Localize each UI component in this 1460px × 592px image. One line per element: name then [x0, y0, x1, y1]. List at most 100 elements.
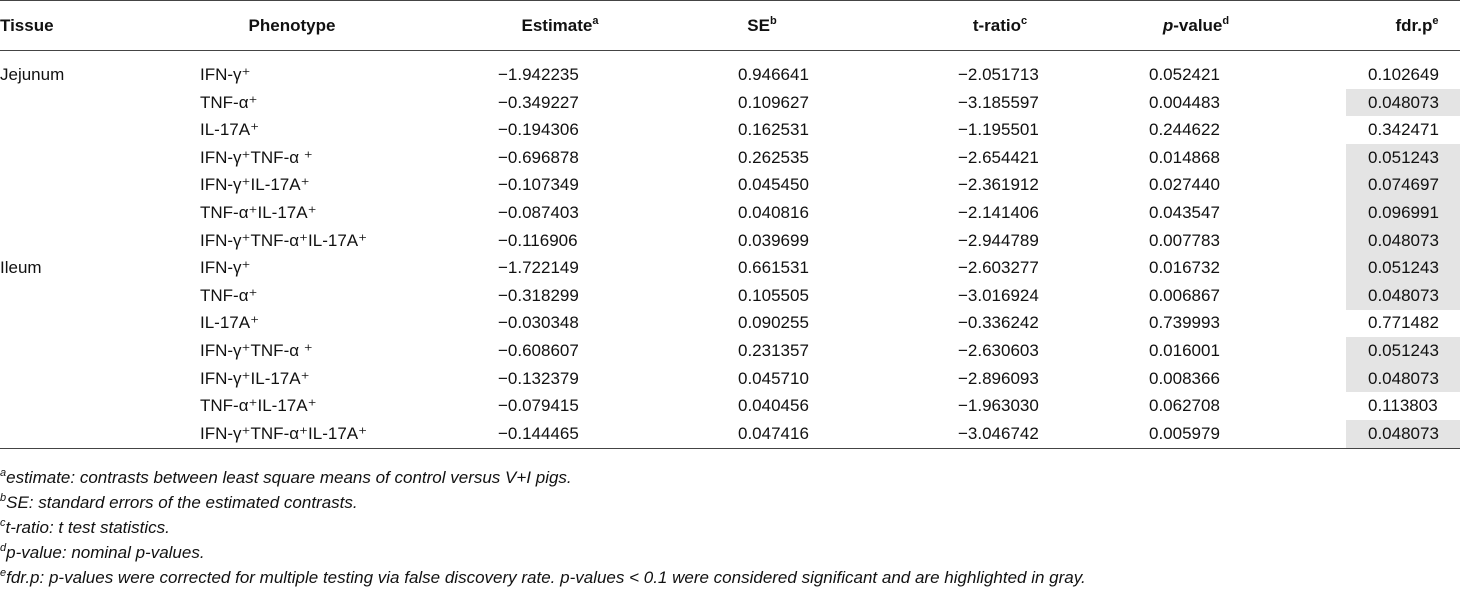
footnote-text: fdr.p: p-values were corrected for multi… — [6, 568, 1086, 587]
table-cell: 0.342471 — [1368, 120, 1439, 140]
table-cell: −2.051713 — [958, 65, 1039, 84]
highlight-cell — [1346, 171, 1460, 200]
table-cell: 0.162531 — [738, 120, 809, 140]
header-rule — [0, 50, 1460, 51]
table-cell: −0.107349 — [498, 175, 579, 195]
column-header: Tissue — [0, 16, 54, 36]
table-cell: −0.116906 — [498, 230, 578, 250]
footnote-mark: c — [0, 517, 6, 529]
table-cell: 0.005979 — [1149, 423, 1220, 443]
table-cell: 0.048073 — [1368, 92, 1439, 112]
table-cell: −2.944789 — [958, 230, 1039, 250]
bottom-rule — [0, 448, 1460, 449]
highlight-cell — [1346, 254, 1460, 282]
table-cell: 0.016732 — [1149, 258, 1220, 278]
footnote-mark: e — [1432, 15, 1439, 27]
table-cell: 0.102649 — [1368, 65, 1439, 84]
table-cell: −3.016924 — [958, 285, 1039, 305]
footnote-mark: b — [769, 15, 777, 27]
table-cell: −0.030348 — [498, 313, 579, 333]
table-cell: 0.113803 — [1368, 396, 1438, 416]
footnote-mark: d — [0, 542, 7, 554]
tissue-label: Ileum — [0, 258, 42, 278]
footnote-mark: b — [0, 492, 7, 504]
tissue-label: Jejunum — [0, 65, 65, 84]
table-cell: 0.040456 — [738, 396, 809, 416]
table-cell: 0.051243 — [1368, 341, 1439, 360]
table-cell: −0.349227 — [498, 92, 579, 112]
table-cell: −0.144465 — [498, 423, 579, 443]
highlight-cell — [1346, 282, 1460, 310]
footnote-mark: a — [592, 15, 599, 27]
footnote: aestimate: contrasts between least squar… — [0, 468, 572, 488]
column-header: SEb — [747, 16, 776, 36]
column-header: fdr.pe — [1396, 16, 1439, 36]
footnote-text: t-ratio: t test statistics. — [5, 518, 170, 537]
table-cell: −0.696878 — [498, 147, 579, 167]
footnote: efdr.p: p-values were corrected for mult… — [0, 568, 1086, 588]
table-cell: 0.661531 — [738, 258, 809, 278]
highlight-cell — [1346, 199, 1460, 227]
footnote: bSE: standard errors of the estimated co… — [0, 493, 358, 513]
table-cell: IFN-γ⁺IL-17A⁺ — [200, 175, 310, 195]
table-cell: TNF-α⁺IL-17A⁺ — [200, 396, 317, 416]
table-cell: 0.048073 — [1368, 368, 1439, 388]
footnote-text: p-value: nominal p-values. — [6, 543, 205, 562]
table-cell: −0.318299 — [498, 285, 579, 305]
table-cell: 0.039699 — [738, 230, 809, 250]
column-header: Phenotype — [249, 16, 336, 36]
table-cell: 0.048073 — [1368, 423, 1439, 443]
table-cell: 0.105505 — [738, 285, 809, 305]
table-cell: −1.722149 — [498, 258, 579, 278]
table-cell: −2.630603 — [958, 341, 1039, 360]
footnote-mark: e — [0, 567, 7, 579]
table-cell: 0.008366 — [1149, 368, 1220, 388]
table-cell: IFN-γ⁺TNF-α⁺IL-17A⁺ — [200, 423, 368, 443]
table-cell: 0.109627 — [738, 92, 809, 112]
table-cell: 0.051243 — [1368, 258, 1439, 278]
footnote-mark: c — [1021, 15, 1028, 27]
table-cell: 0.027440 — [1149, 175, 1220, 195]
footnote: ct-ratio: t test statistics. — [0, 518, 170, 538]
table-cell: −2.603277 — [958, 258, 1039, 278]
table-cell: IFN-γ⁺TNF-α ⁺ — [200, 341, 313, 360]
table-cell: −2.361912 — [958, 175, 1039, 195]
table-cell: 0.096991 — [1368, 203, 1439, 222]
highlight-cell — [1346, 144, 1460, 172]
header-text: t-ratio — [972, 16, 1022, 35]
table-cell: 0.262535 — [738, 147, 809, 167]
table-cell: −1.963030 — [958, 396, 1039, 416]
table-cell: 0.946641 — [738, 65, 809, 84]
header-text: -value — [1173, 16, 1223, 35]
table-cell: IFN-γ⁺ — [200, 258, 251, 278]
header-text: p — [1162, 16, 1174, 35]
table-cell: 0.052421 — [1149, 65, 1220, 84]
table-cell: IFN-γ⁺IL-17A⁺ — [200, 368, 310, 388]
table-cell: 0.739993 — [1149, 313, 1220, 333]
highlight-cell — [1346, 364, 1460, 393]
table-cell: 0.244622 — [1149, 120, 1220, 140]
table-cell: 0.051243 — [1368, 147, 1439, 167]
table-cell: −0.132379 — [498, 368, 579, 388]
table-cell: 0.231357 — [738, 341, 809, 360]
highlight-cell — [1346, 226, 1460, 255]
footnote-mark: a — [0, 467, 7, 479]
table-cell: TNF-α⁺IL-17A⁺ — [200, 203, 317, 222]
table-cell: 0.090255 — [738, 313, 809, 333]
table-cell: TNF-α⁺ — [200, 92, 258, 112]
header-text: fdr.p — [1395, 16, 1433, 35]
table-cell: 0.014868 — [1149, 147, 1220, 167]
table-cell: IL-17A⁺ — [200, 313, 260, 333]
table-cell: −3.185597 — [958, 92, 1039, 112]
table-cell: 0.045450 — [738, 175, 809, 195]
highlight-cell — [1346, 88, 1460, 117]
table-cell: 0.048073 — [1368, 230, 1439, 250]
highlight-cell — [1346, 337, 1460, 365]
table-cell: −0.087403 — [498, 203, 579, 222]
table-cell: −1.195501 — [958, 120, 1039, 140]
footnote-text: SE: standard errors of the estimated con… — [6, 493, 358, 512]
table-cell: 0.047416 — [738, 423, 809, 443]
table-cell: IL-17A⁺ — [200, 120, 260, 140]
table-cell: −0.336242 — [958, 313, 1039, 333]
